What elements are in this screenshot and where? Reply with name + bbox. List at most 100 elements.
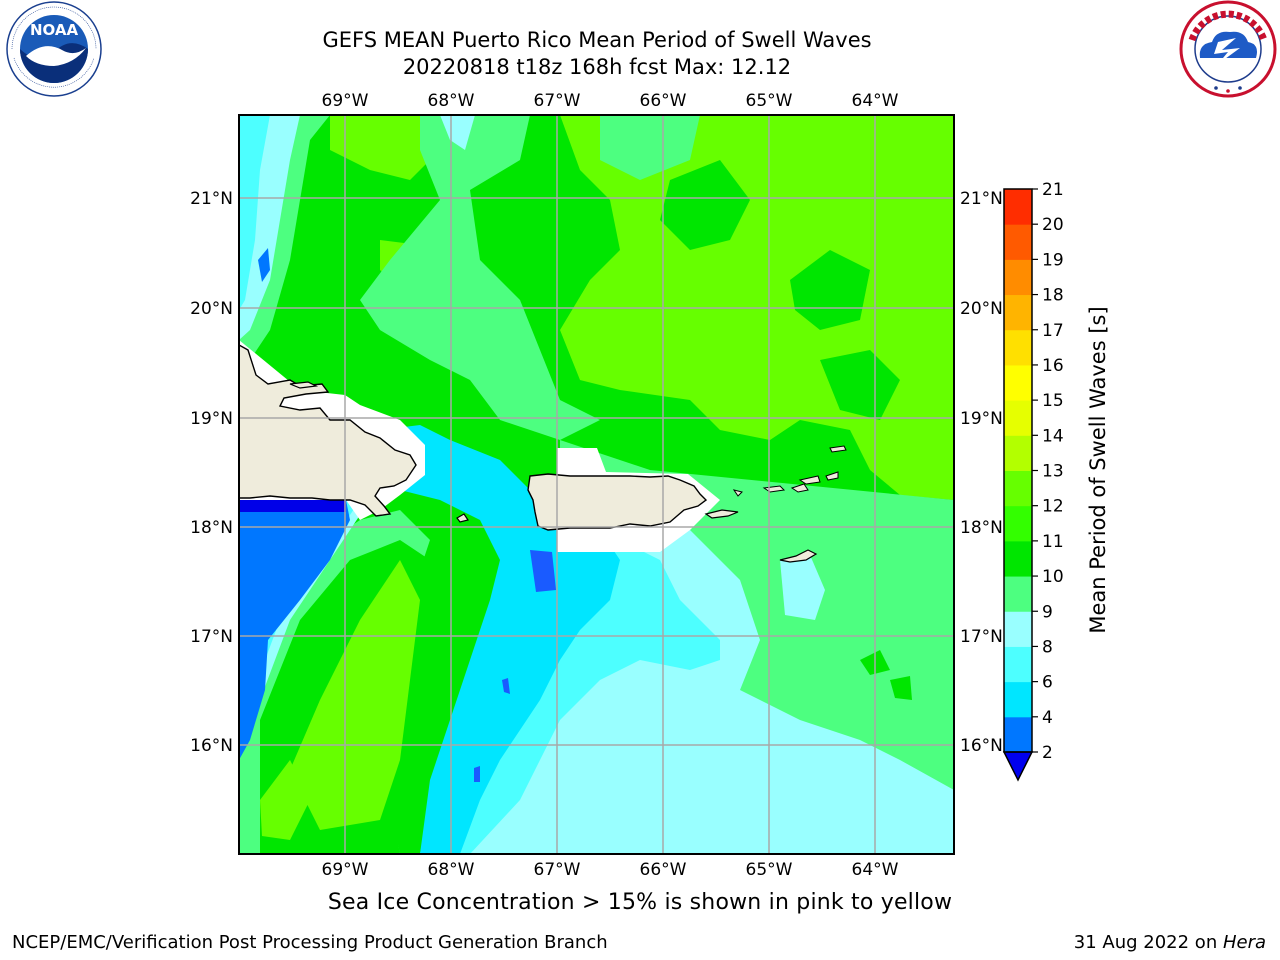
- land-vieques: [704, 509, 739, 519]
- lat-label-left: 21°N: [190, 189, 233, 209]
- colorbar-tick-label: 21: [1042, 180, 1064, 200]
- colorbar-tick-label: 14: [1042, 426, 1064, 446]
- land-mona: [456, 513, 469, 523]
- swell-field: [239, 115, 954, 854]
- lon-label-bottom: 66°W: [640, 860, 687, 880]
- field-2-4-tiny-a: [502, 678, 510, 694]
- lon-label-bottom: 69°W: [322, 860, 369, 880]
- footer-date: 31 Aug 2022 on Hera: [1074, 932, 1266, 953]
- lat-label-right: 17°N: [960, 627, 1003, 647]
- field-11-12-southwest: [290, 560, 420, 830]
- lon-label-top: 68°W: [428, 91, 475, 111]
- lon-label-top: 64°W: [852, 91, 899, 111]
- map-frame: [238, 114, 955, 855]
- field-2-4-small: [530, 550, 556, 592]
- colorbar-segment: [1004, 224, 1032, 260]
- land-tortuga: [289, 381, 319, 389]
- colorbar-tick-label: 8: [1042, 637, 1053, 657]
- colorbar-tick-label: 10: [1042, 567, 1064, 587]
- land-puerto-rico: [527, 473, 708, 531]
- land-virgin-gorda: [825, 471, 839, 481]
- field-below-2-strip: [239, 500, 346, 512]
- field-11-12-southwest2: [260, 760, 310, 840]
- colorbar-segment: [1004, 611, 1032, 647]
- colorbar-tick-label: 2: [1042, 743, 1053, 763]
- colorbar-title: Mean Period of Swell Waves [s]: [1086, 306, 1110, 633]
- land-hispaniola: [239, 344, 417, 517]
- lat-label-right: 21°N: [960, 189, 1003, 209]
- colorbar-tick-label: 17: [1042, 321, 1064, 341]
- colorbar-segment: [1004, 470, 1032, 507]
- colorbar-segment: [1004, 364, 1032, 401]
- colorbar-tick-label: 6: [1042, 673, 1053, 693]
- colorbar-segment: [1004, 576, 1032, 612]
- lon-label-bottom: 68°W: [428, 860, 475, 880]
- colorbar-tick-label: 15: [1042, 391, 1064, 411]
- colorbar-segment: [1004, 259, 1032, 296]
- land-anegada: [829, 445, 847, 453]
- noaa-logo-icon: NOAA: [6, 1, 102, 97]
- lat-label-right: 16°N: [960, 736, 1003, 756]
- lat-labels-left: 21°N 20°N 19°N 18°N 17°N 16°N: [190, 189, 233, 756]
- footer-host: Hera: [1222, 932, 1266, 953]
- footer-credit: NCEP/EMC/Verification Post Processing Pr…: [12, 932, 608, 953]
- colorbar-segment: [1004, 435, 1032, 471]
- colorbar-segment: [1004, 189, 1032, 225]
- lon-label-top: 69°W: [322, 91, 369, 111]
- colorbar-segment: [1004, 294, 1032, 331]
- colorbar-segment: [1004, 716, 1032, 753]
- colorbar-tick-label: 19: [1042, 250, 1064, 270]
- svg-text:NOAA: NOAA: [30, 21, 79, 39]
- lat-label-left: 18°N: [190, 518, 233, 538]
- land-culebra: [732, 489, 743, 497]
- field-8-9-north-strip: [440, 115, 475, 150]
- lat-labels-right: 21°N 20°N 19°N 18°N 17°N 16°N: [960, 189, 1003, 756]
- lat-label-left: 17°N: [190, 627, 233, 647]
- lon-label-top: 66°W: [640, 91, 687, 111]
- chart-subtitle: 20220818 t18z 168h fcst Max: 12.12: [402, 55, 792, 79]
- lat-label-right: 20°N: [960, 299, 1003, 319]
- lon-label-bottom: 64°W: [852, 860, 899, 880]
- colorbar-tick-label: 12: [1042, 497, 1064, 517]
- lon-labels-bottom: 69°W 68°W 67°W 66°W 65°W 64°W: [322, 860, 899, 880]
- gridlines: [239, 115, 954, 854]
- field-10-11-patch-c: [820, 350, 900, 420]
- colorbar-segment: [1004, 329, 1032, 366]
- lat-label-left: 19°N: [190, 409, 233, 429]
- colorbar-tick-label: 16: [1042, 356, 1064, 376]
- lon-label-top: 67°W: [534, 91, 581, 111]
- colorbar-segment: [1004, 681, 1032, 718]
- land-tortola: [798, 475, 821, 485]
- lon-label-bottom: 65°W: [746, 860, 793, 880]
- field-2-4-tiny-b: [474, 766, 480, 782]
- colorbar-segment: [1004, 646, 1032, 683]
- land-st-john: [790, 483, 809, 493]
- colorbar-tick-label: 4: [1042, 708, 1053, 728]
- field-4-6-spot: [258, 248, 270, 282]
- land-st-croix: [779, 549, 818, 563]
- nws-logo-icon: [1179, 0, 1277, 98]
- lon-label-bottom: 67°W: [534, 860, 581, 880]
- sea-ice-note: Sea Ice Concentration > 15% is shown in …: [327, 890, 953, 915]
- field-10-11-patch-b: [790, 250, 870, 330]
- lat-label-right: 19°N: [960, 409, 1003, 429]
- field-8-9-east-patch: [780, 555, 825, 620]
- field-9-10-central: [360, 115, 600, 440]
- lat-label-right: 18°N: [960, 518, 1003, 538]
- field-10-11-patch-a: [660, 160, 750, 250]
- colorbar: 2 4 6 8 9 10 11 12 13 14 15 16 17 18 19 20 21: [1002, 180, 1064, 782]
- lon-label-top: 65°W: [746, 91, 793, 111]
- colorbar-tick-label: 20: [1042, 215, 1064, 235]
- colorbar-tick-label: 13: [1042, 462, 1064, 482]
- colorbar-segment: [1004, 505, 1032, 542]
- colorbar-tick-label: 9: [1042, 602, 1053, 622]
- field-6-8-westedge: [239, 115, 270, 310]
- lat-label-left: 16°N: [190, 736, 233, 756]
- colorbar-tick-label: 18: [1042, 286, 1064, 306]
- colorbar-segment: [1004, 540, 1032, 577]
- field-10-11-southeast-spot2: [890, 676, 912, 700]
- colorbar-extend-triangle: [1002, 751, 1034, 782]
- chart-title: GEFS MEAN Puerto Rico Mean Period of Swe…: [322, 28, 872, 52]
- colorbar-segment: [1004, 400, 1032, 436]
